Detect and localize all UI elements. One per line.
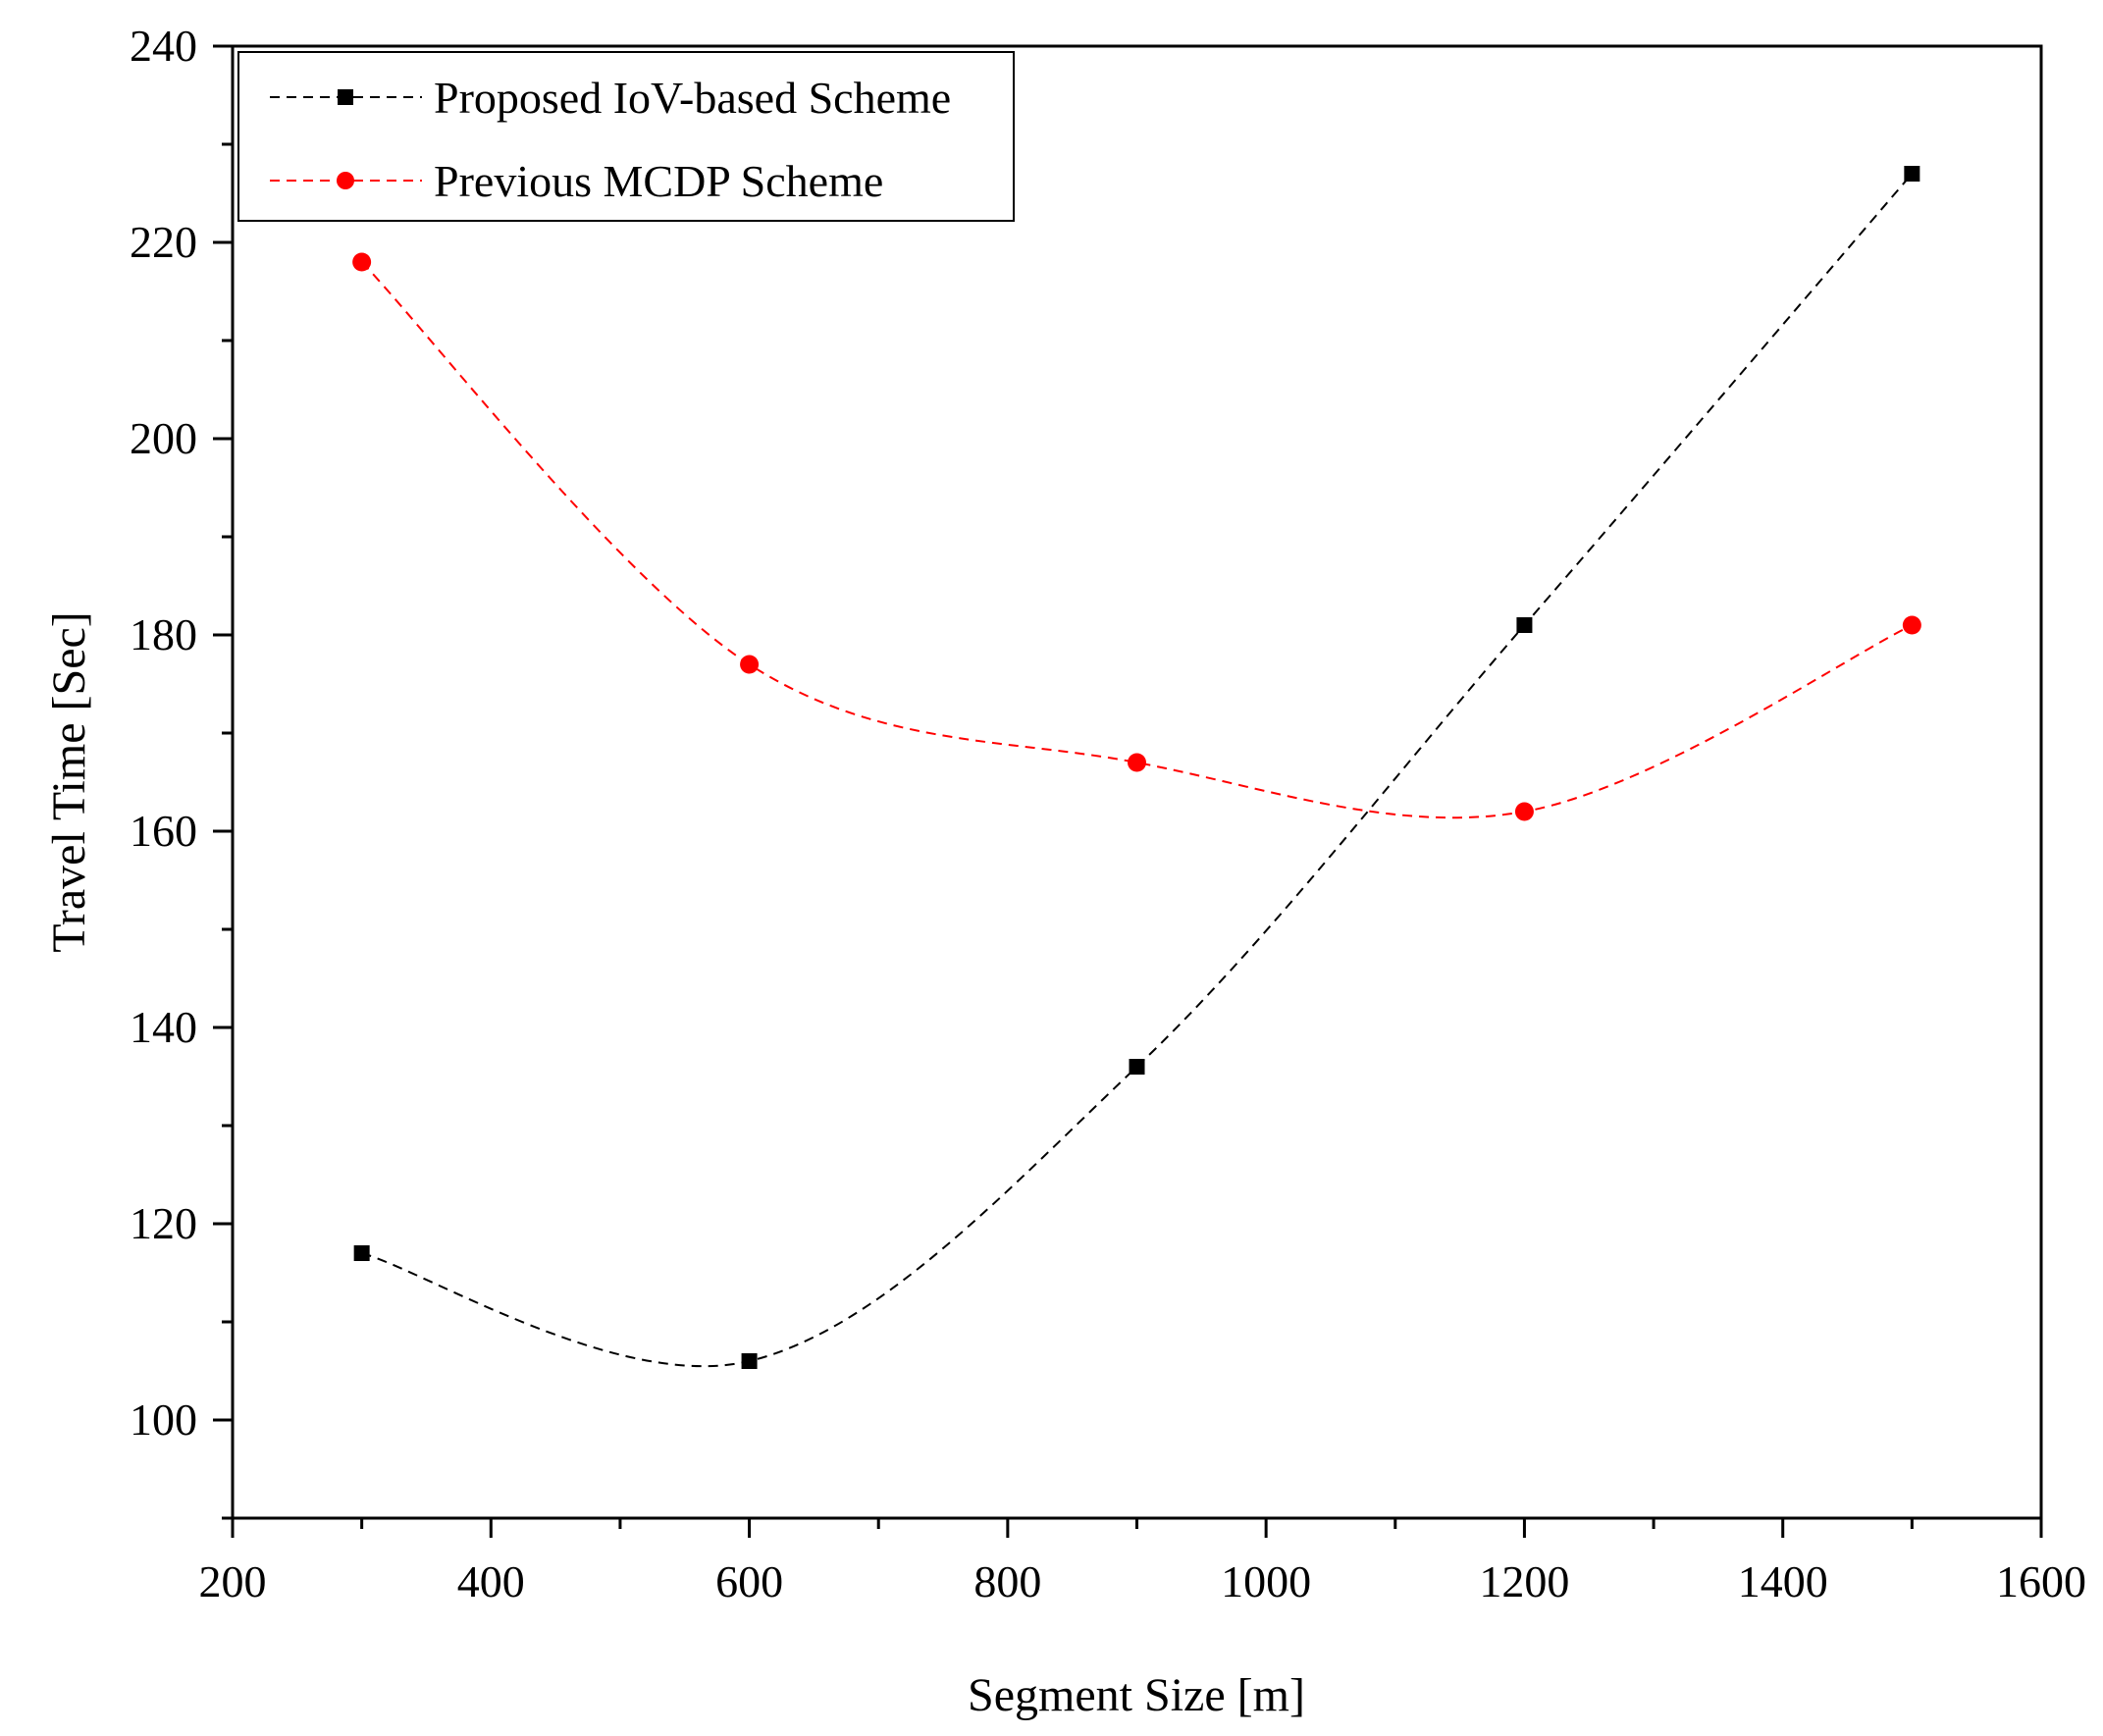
y-tick-label: 180	[130, 609, 197, 659]
y-tick-label: 220	[130, 217, 197, 267]
x-axis-title: Segment Size [m]	[968, 1669, 1305, 1721]
x-tick-label: 400	[457, 1556, 525, 1606]
x-tick-label: 1400	[1738, 1556, 1828, 1606]
y-tick-label: 240	[130, 21, 197, 71]
series-layer	[352, 166, 1921, 1369]
y-tick-label: 160	[130, 806, 197, 856]
y-tick-label: 200	[130, 413, 197, 463]
y-axis-ticks: 100 120 140 160 180 200 220 240	[130, 21, 233, 1520]
x-tick-label: 200	[199, 1556, 267, 1606]
legend-label-series-1: Proposed IoV-based Scheme	[434, 73, 951, 123]
series-line-2	[360, 261, 1913, 819]
x-tick-label: 1000	[1221, 1556, 1311, 1606]
data-point-series-1	[741, 1353, 758, 1369]
y-tick-label: 140	[130, 1002, 197, 1052]
data-point-series-2	[1514, 802, 1534, 821]
y-tick-label: 120	[130, 1198, 197, 1248]
x-tick-label: 800	[973, 1556, 1041, 1606]
x-tick-label: 1600	[1996, 1556, 2086, 1606]
data-point-series-2	[1902, 615, 1921, 635]
x-tick-label: 600	[715, 1556, 783, 1606]
x-axis-ticks: 200 400 600 800 1000 1200 1400 1600	[199, 1518, 2086, 1606]
data-point-series-1	[1904, 166, 1920, 182]
legend: Proposed IoV-based Scheme Previous MCDP …	[237, 51, 1015, 222]
series-line-1	[361, 173, 1914, 1368]
y-axis-title: Travel Time [Sec]	[43, 611, 95, 953]
x-tick-label: 1200	[1479, 1556, 1569, 1606]
data-point-series-2	[740, 655, 760, 674]
legend-marker-series-2	[337, 172, 354, 189]
plot-frame	[231, 44, 2043, 1520]
data-point-series-1	[1129, 1059, 1145, 1075]
data-point-series-1	[353, 1245, 370, 1261]
legend-label-series-2: Previous MCDP Scheme	[434, 156, 883, 206]
data-point-series-2	[352, 252, 372, 272]
data-point-series-1	[1516, 617, 1533, 633]
legend-marker-series-1	[338, 89, 353, 105]
y-tick-label: 100	[130, 1394, 197, 1445]
legend-box	[237, 51, 1015, 222]
data-point-series-2	[1128, 753, 1146, 772]
